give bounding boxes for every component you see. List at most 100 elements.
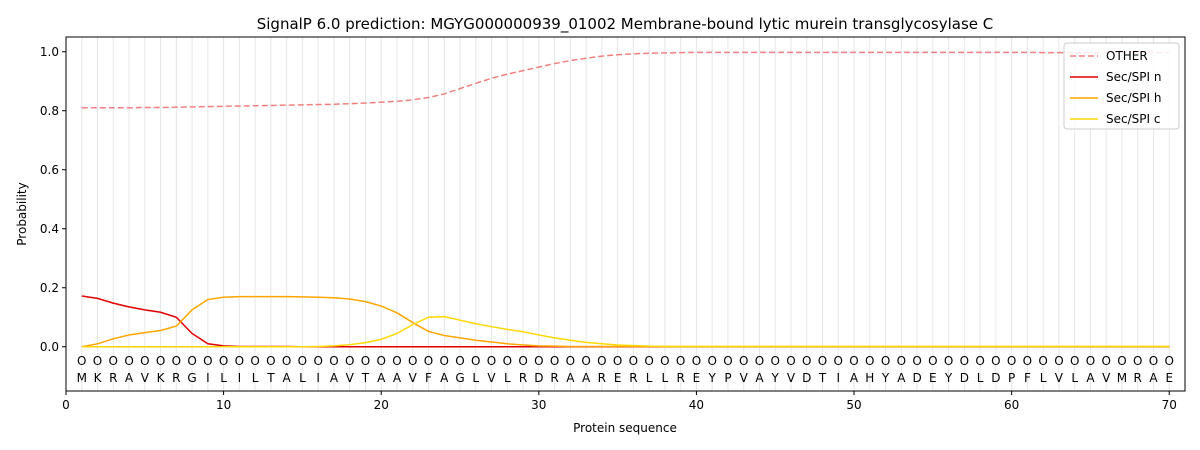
residue-marker: O <box>440 354 449 368</box>
residue-label: A <box>1149 371 1158 385</box>
residue-label: A <box>850 371 859 385</box>
residue-label: D <box>802 371 811 385</box>
residue-marker: O <box>408 354 417 368</box>
residue-marker: O <box>487 354 496 368</box>
residue-marker: O <box>739 354 748 368</box>
residue-marker: O <box>329 354 338 368</box>
residue-marker: O <box>692 354 701 368</box>
residue-label: V <box>1102 371 1111 385</box>
residue-marker: O <box>802 354 811 368</box>
residue-label: A <box>125 371 134 385</box>
residue-label: R <box>550 371 558 385</box>
x-tick-label: 10 <box>216 398 231 412</box>
residue-label: L <box>252 371 259 385</box>
y-axis-label: Probability <box>15 182 29 245</box>
residue-label: T <box>361 371 370 385</box>
residue-marker: O <box>455 354 464 368</box>
series-line-sec-spi-c <box>81 315 1170 348</box>
x-tick-label: 30 <box>531 398 546 412</box>
residue-marker: O <box>881 354 890 368</box>
legend-box <box>1063 42 1180 130</box>
grid-lines <box>81 37 1170 391</box>
residue-marker: O <box>912 354 921 368</box>
residue-label: P <box>724 371 731 385</box>
residue-label: R <box>519 371 527 385</box>
residue-marker: O <box>1038 354 1047 368</box>
residue-marker: O <box>219 354 228 368</box>
residue-marker: O <box>849 354 858 368</box>
residue-marker: O <box>376 354 385 368</box>
residue-marker: O <box>140 354 149 368</box>
residue-marker: O <box>613 354 622 368</box>
plot-frame <box>65 36 1186 392</box>
residue-label: G <box>187 371 196 385</box>
residue-marker: O <box>1007 354 1016 368</box>
residue-label: L <box>299 371 306 385</box>
residue-marker: O <box>471 354 480 368</box>
residue-marker: O <box>865 354 874 368</box>
residue-label: I <box>206 371 210 385</box>
residue-label: A <box>393 371 402 385</box>
y-tick-label: 1.0 <box>40 45 59 59</box>
residue-marker: O <box>786 354 795 368</box>
residue-marker: O <box>109 354 118 368</box>
residue-label: M <box>77 371 87 385</box>
residue-label: F <box>425 371 432 385</box>
residue-label: V <box>346 371 355 385</box>
residue-marker: O <box>944 354 953 368</box>
residue-label: L <box>220 371 227 385</box>
residue-marker: O <box>93 354 102 368</box>
residue-label: T <box>266 371 275 385</box>
residue-marker: O <box>755 354 764 368</box>
residue-marker: O <box>676 354 685 368</box>
legend-entry: Sec/SPI c <box>1106 112 1160 126</box>
x-tick-label: 70 <box>1162 398 1177 412</box>
y-tick-label: 0.8 <box>40 104 59 118</box>
residue-marker: O <box>1023 354 1032 368</box>
series-line-sec-spi-h <box>81 295 1170 348</box>
residue-marker: O <box>250 354 259 368</box>
residue-marker: O <box>1165 354 1174 368</box>
x-tick-label: 60 <box>1004 398 1019 412</box>
residue-label: H <box>865 371 874 385</box>
residue-marker: O <box>345 354 354 368</box>
residue-marker: O <box>770 354 779 368</box>
residue-label: L <box>472 371 479 385</box>
x-tick-label: 0 <box>62 398 70 412</box>
residue-label: R <box>109 371 117 385</box>
residue-marker: O <box>156 354 165 368</box>
residue-label: A <box>582 371 591 385</box>
residue-marker: O <box>707 354 716 368</box>
legend: OTHER Sec/SPI n Sec/SPI h Sec/SPI c <box>1063 42 1180 130</box>
residue-label: V <box>141 371 150 385</box>
residue-marker: O <box>1070 354 1079 368</box>
residue-marker: O <box>660 354 669 368</box>
residue-label: E <box>929 371 937 385</box>
residue-marker: O <box>235 354 244 368</box>
residue-marker: O <box>392 354 401 368</box>
x-tick-label: 20 <box>374 398 389 412</box>
residue-marker: O <box>928 354 937 368</box>
residue-label: A <box>1086 371 1095 385</box>
y-tick-label: 0.2 <box>40 281 59 295</box>
residue-marker: O <box>834 354 843 368</box>
y-tick-label: 0.4 <box>40 222 59 236</box>
residue-marker: O <box>172 354 181 368</box>
residue-label: V <box>787 371 796 385</box>
residue-marker: O <box>566 354 575 368</box>
residue-label: A <box>755 371 764 385</box>
residue-marker: O <box>282 354 291 368</box>
residue-label: Y <box>708 371 717 385</box>
residue-marker: O <box>187 354 196 368</box>
legend-entry: Sec/SPI h <box>1106 91 1161 105</box>
residue-label: L <box>662 371 669 385</box>
residue-label: A <box>440 371 449 385</box>
residue-label: A <box>566 371 575 385</box>
x-axis-ticks: 0 10 20 30 40 50 60 70 <box>62 391 1177 412</box>
residue-marker: O <box>203 354 212 368</box>
residue-label: Y <box>881 371 890 385</box>
residue-label: Y <box>944 371 953 385</box>
residue-marker: O <box>1149 354 1158 368</box>
series-layer <box>81 51 1170 348</box>
residue-marker: O <box>597 354 606 368</box>
